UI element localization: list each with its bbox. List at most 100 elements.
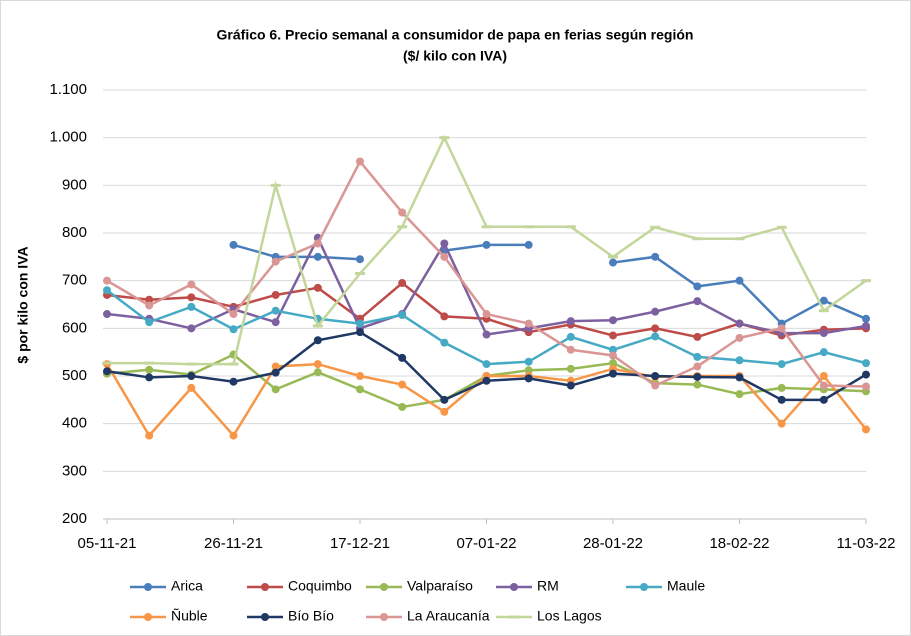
point xyxy=(103,286,111,295)
point xyxy=(693,282,702,291)
point xyxy=(777,360,786,369)
point xyxy=(440,395,449,404)
point xyxy=(819,395,828,404)
point xyxy=(819,381,828,390)
point xyxy=(356,328,364,337)
point xyxy=(693,372,702,381)
y-tick-label: 500 xyxy=(62,367,87,384)
point xyxy=(609,331,617,340)
point xyxy=(735,276,744,285)
point xyxy=(145,373,154,382)
point xyxy=(651,332,660,341)
y-tick-label: 400 xyxy=(62,415,87,432)
series xyxy=(102,134,871,366)
y-tick-label: 200 xyxy=(62,510,87,527)
legend-marker xyxy=(144,583,152,591)
legend-marker xyxy=(261,613,269,621)
point xyxy=(440,338,449,347)
point xyxy=(271,362,280,371)
point xyxy=(187,280,196,289)
point xyxy=(735,373,744,382)
point xyxy=(103,276,111,285)
point xyxy=(524,374,533,383)
point xyxy=(862,321,870,330)
point xyxy=(609,351,617,360)
point xyxy=(651,372,660,380)
point xyxy=(819,329,828,338)
point xyxy=(862,382,870,391)
point xyxy=(356,255,364,264)
point xyxy=(440,252,449,261)
point xyxy=(524,240,533,249)
point xyxy=(651,252,660,261)
point xyxy=(482,376,491,385)
point xyxy=(229,325,238,334)
point xyxy=(862,314,870,323)
point xyxy=(103,367,111,376)
point xyxy=(103,310,111,319)
y-tick-label: 800 xyxy=(62,224,87,241)
point xyxy=(609,316,617,325)
point xyxy=(566,332,575,341)
point xyxy=(651,307,660,316)
x-tick-label: 07-01-22 xyxy=(456,535,516,552)
point xyxy=(609,369,617,378)
point xyxy=(313,283,322,292)
point xyxy=(693,352,702,361)
point xyxy=(356,157,364,166)
point xyxy=(482,330,491,339)
point xyxy=(693,362,702,371)
point xyxy=(398,380,407,389)
chart-subtitle: ($/ kilo con IVA) xyxy=(403,48,507,64)
legend-marker xyxy=(144,613,152,621)
series xyxy=(103,286,870,369)
point xyxy=(524,319,533,328)
y-tick-label: 1.100 xyxy=(49,81,87,98)
point xyxy=(735,356,744,365)
point xyxy=(145,365,154,374)
point xyxy=(398,208,407,217)
point xyxy=(187,293,196,302)
point xyxy=(609,345,617,354)
point xyxy=(777,383,786,392)
legend-label: Coquimbo xyxy=(288,578,352,594)
point xyxy=(693,380,702,389)
point xyxy=(229,377,238,386)
point xyxy=(693,297,702,306)
point xyxy=(313,239,322,248)
point xyxy=(145,295,154,304)
point xyxy=(145,318,154,327)
point xyxy=(566,317,575,326)
point xyxy=(313,252,322,261)
point xyxy=(651,324,660,333)
x-tick-label: 26-11-21 xyxy=(204,535,263,552)
legend-label: La Araucanía xyxy=(407,608,490,624)
legend-label: Arica xyxy=(171,578,203,594)
point xyxy=(440,239,449,248)
x-tick-label: 11-03-22 xyxy=(837,535,896,552)
x-tick-label: 17-12-21 xyxy=(330,535,390,552)
point xyxy=(862,370,870,379)
y-tick-label: 300 xyxy=(62,462,87,479)
legend-label: Ñuble xyxy=(171,608,208,624)
point xyxy=(229,240,238,249)
legend-label: Valparaíso xyxy=(407,578,473,594)
point xyxy=(651,381,660,390)
legend-label: Bío Bío xyxy=(288,608,334,624)
point xyxy=(398,279,407,288)
x-tick-label: 18-02-22 xyxy=(709,535,769,552)
point xyxy=(777,395,786,404)
chart-title: Gráfico 6. Precio semanal a consumidor d… xyxy=(217,27,694,43)
point xyxy=(313,368,322,377)
legend-marker xyxy=(380,613,388,621)
point xyxy=(777,324,786,333)
y-tick-label: 900 xyxy=(62,176,87,193)
point xyxy=(735,319,744,328)
point xyxy=(609,359,617,368)
point xyxy=(145,431,154,440)
point xyxy=(862,359,870,368)
point xyxy=(398,402,407,411)
series xyxy=(103,157,870,391)
point xyxy=(777,419,786,428)
point xyxy=(440,312,449,321)
